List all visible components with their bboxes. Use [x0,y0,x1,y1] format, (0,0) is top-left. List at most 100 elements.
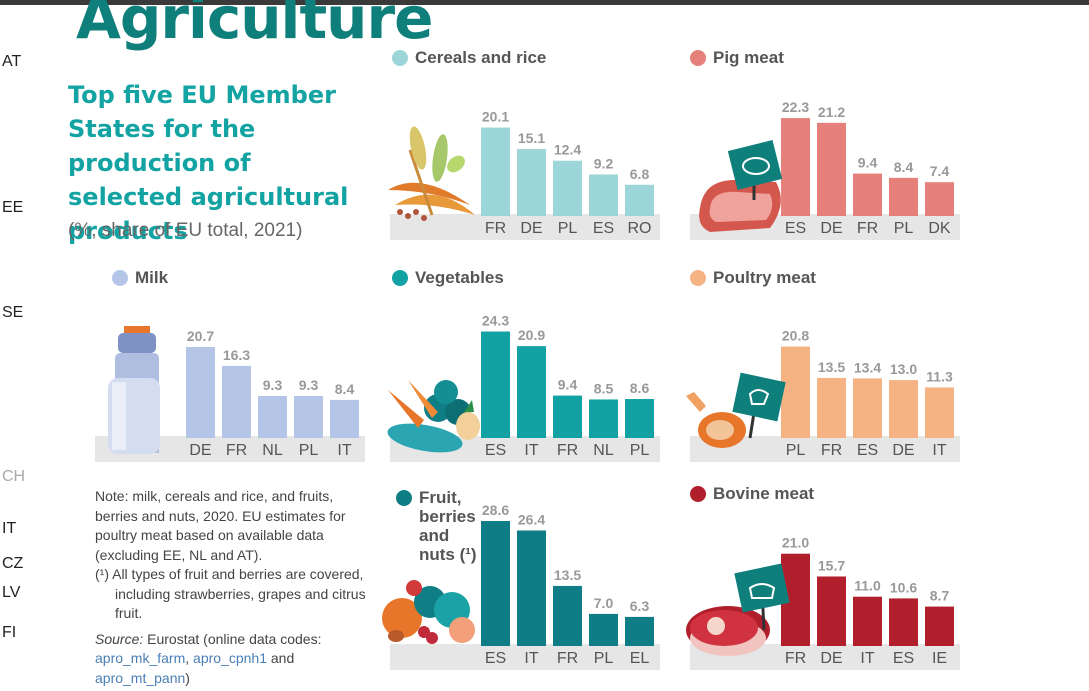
bar [889,380,918,438]
legend-label: Milk [135,268,169,287]
category-label: PL [894,220,914,237]
bar [589,613,618,646]
data-label: 15.7 [818,557,845,573]
source-end: ) [185,669,190,686]
bar [481,127,510,216]
category-label: IT [524,650,538,667]
data-label: 8.4 [335,381,355,397]
bar [625,184,654,216]
bar [517,149,546,216]
legend-dot [690,50,706,66]
source-link-2[interactable]: apro_cpnh1 [193,650,267,666]
category-label: NL [593,442,614,459]
page-title: Agriculture [76,0,433,52]
bar [589,174,618,216]
legend-poultry: Poultry meat [690,268,816,287]
milk-can-icon [108,326,160,454]
chart-note: Note: milk, cereals and rice, and fruits… [95,487,370,688]
data-label: 8.7 [930,588,950,604]
category-label: FR [857,220,878,237]
category-label: DE [520,220,542,237]
axis-band [390,214,660,240]
category-label: DE [189,442,211,459]
category-label: NL [262,442,283,459]
bar [553,160,582,216]
data-label: 7.4 [930,163,950,179]
category-label: ES [485,650,506,667]
data-label: 26.4 [518,511,545,527]
legend-dot [690,270,706,286]
data-label: 15.1 [518,130,545,146]
side-label-se: SE [2,304,24,321]
data-label: 24.3 [482,313,509,329]
chart-vegetables: 24.3 ES 20.9 IT 9.4 FR 8.5 NL 8.6 PL [387,313,660,462]
source-label: Source: [95,630,144,647]
legend-cereals: Cereals and rice [392,48,546,67]
side-label-at: AT [2,53,22,70]
bar [625,616,654,646]
side-label-it: IT [2,520,17,537]
data-label: 7.0 [594,595,614,611]
category-label: IT [524,442,538,459]
bar [925,182,954,216]
vegetables-icon [387,380,480,453]
panel-pig-meat: Pig meat 22.3 ES 21.2 DE 9.4 FR 8.4 PL 7.4 DK [680,40,970,245]
category-label: ES [485,442,506,459]
source-sep-1: , [185,650,194,666]
data-label: 22.3 [782,99,809,115]
data-label: 11.3 [926,368,953,384]
bar [517,346,546,438]
category-label: IT [860,650,874,667]
source-link-1[interactable]: apro_mk_farm [95,650,186,666]
data-label: 8.4 [894,159,914,175]
data-label: 11.0 [854,578,881,594]
chart-pig-meat: 22.3 ES 21.2 DE 9.4 FR 8.4 PL 7.4 DK [690,99,960,240]
legend-vegetables: Vegetables [392,268,504,287]
panel-vegetables: Vegetables 24.3 ES 20.9 IT 9.4 FR 8.5 NL 8.6 PL [380,262,670,467]
bar [625,399,654,438]
chart-poultry: 20.8 PL 13.5 FR 13.4 ES 13.0 DE 11.3 IT [686,328,960,462]
fruit-icon [382,580,475,644]
source-desc: Eurostat (online data codes: [143,630,322,647]
bar [853,173,882,216]
bar [186,346,215,438]
category-label: ES [857,442,878,459]
data-label: 13.5 [554,567,581,583]
category-label: IE [932,650,947,667]
category-label: RO [628,220,652,237]
data-label: 9.4 [858,155,878,171]
data-label: 16.3 [223,347,250,363]
category-label: DE [820,220,842,237]
data-label: 21.2 [818,104,845,120]
chart-milk: 20.7 DE 16.3 FR 9.3 NL 9.3 PL 8.4 IT [95,326,365,462]
bar [925,387,954,438]
bar [781,118,810,216]
category-label: ES [893,650,914,667]
unit-note: (%, share of EU total, 2021) [68,220,303,241]
data-label: 13.5 [818,359,845,375]
panel-bovine: Bovine meat 21.0 FR 15.7 DE 11.0 IT 10.6 ES 8.7 I… [680,470,970,675]
category-label: EL [630,650,650,667]
category-label: FR [557,442,578,459]
bar [517,530,546,646]
bar [853,596,882,646]
data-label: 6.3 [630,598,650,614]
bar [258,396,287,438]
bar [781,346,810,438]
bar [330,399,359,438]
side-label-lv: LV [2,584,21,601]
category-label: PL [558,220,578,237]
legend-label: Bovine meat [713,484,815,503]
data-label: 21.0 [782,535,809,551]
category-label: FR [557,650,578,667]
legend-label: Poultry meat [713,268,816,287]
source-link-3[interactable]: apro_mt_pann [95,669,186,686]
poultry-icon [686,372,786,448]
panel-cereals: Cereals and rice 20.1 FR 15.1 DE 12.4 PL 9.2 ES… [380,40,670,245]
data-label: 20.1 [482,109,509,125]
legend-dot [112,270,128,286]
side-label-ee: EE [2,199,24,216]
legend-dot [396,490,412,506]
panel-poultry: Poultry meat 20.8 PL 13.5 FR 13.4 ES 13.0 DE 11.… [680,262,970,467]
legend-dot [690,486,706,502]
